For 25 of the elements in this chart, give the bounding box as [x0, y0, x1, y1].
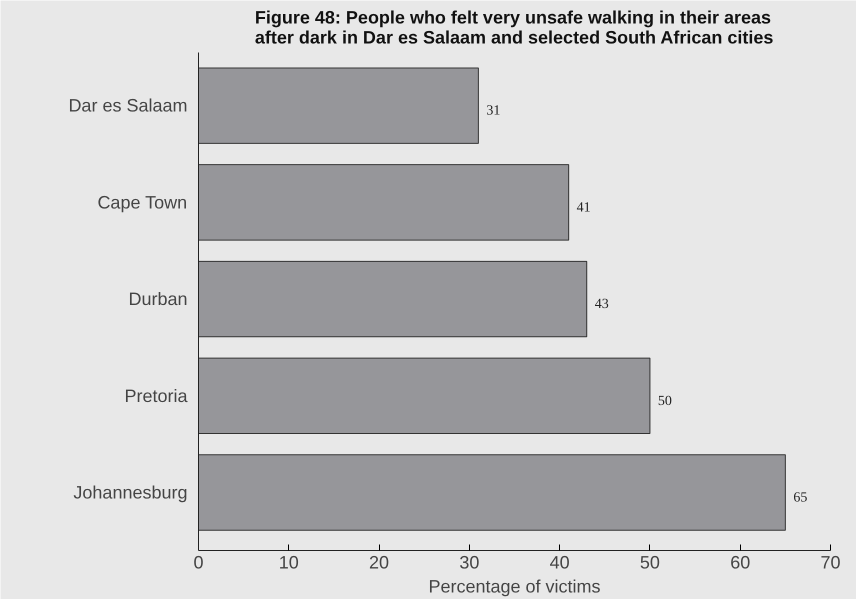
x-tick-label: 50 [640, 552, 660, 572]
y-tick-label: Cape Town [97, 192, 188, 212]
data-label: 43 [594, 297, 609, 312]
x-tick-label: 0 [193, 552, 204, 572]
y-tick-label: Durban [128, 289, 188, 310]
data-label: 41 [576, 200, 591, 216]
y-tick-label: Pretoria [124, 386, 188, 406]
x-tick-label: 60 [730, 552, 750, 572]
bar [198, 260, 588, 338]
x-axis-title: Percentage of victims [428, 576, 601, 596]
y-tick-label: Johannesburg [73, 482, 188, 502]
data-label: 31 [486, 104, 500, 119]
x-tick-label: 20 [369, 552, 390, 572]
x-tick-label: 40 [550, 552, 570, 572]
y-tick-label: Dar es Salaam [68, 96, 188, 116]
bar [198, 164, 570, 241]
data-label: 65 [793, 490, 808, 506]
x-tick-label: 30 [459, 552, 480, 572]
data-label: 50 [658, 394, 672, 409]
x-tick-label: 70 [820, 552, 841, 572]
chart-title: Figure 48: People who felt very unsafe walking in their areas after dark in Dar es Salaam and selected South African cities [254, 8, 774, 48]
bar [198, 454, 786, 531]
x-tick-label: 10 [278, 552, 299, 572]
bar [198, 358, 650, 434]
bar [198, 67, 479, 144]
